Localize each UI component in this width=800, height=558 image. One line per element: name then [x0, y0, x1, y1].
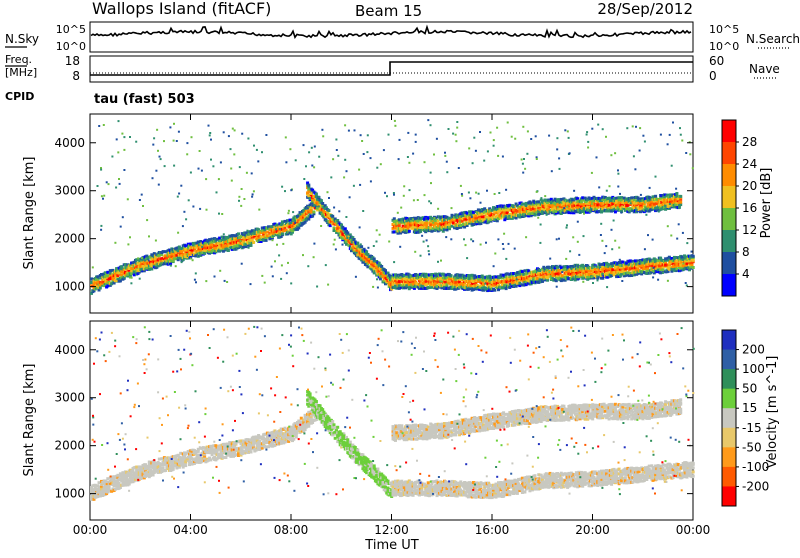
power-colorbar-label: Power [dB] — [759, 168, 774, 239]
power-colorbar-swatch — [722, 208, 736, 231]
power-colorbar-tick-label: 12 — [742, 223, 757, 237]
velocity-colorbar-swatch — [722, 467, 736, 487]
x-tick-label: 00:00 — [73, 523, 108, 537]
velocity-colorbar-tick-label: -15 — [742, 421, 762, 435]
velocity-y-tick-label: 2000 — [54, 439, 85, 453]
velocity-colorbar-tick-label: 100 — [742, 362, 765, 376]
freq-tick-top: 18 — [65, 54, 80, 68]
date-title: 28/Sep/2012 — [597, 0, 693, 18]
power-plot — [90, 114, 695, 313]
power-y-tick-label: 2000 — [54, 232, 85, 246]
n-sky-label: N.Sky — [5, 32, 39, 46]
noise-sky-trace — [91, 27, 691, 37]
x-tick-label: 20:00 — [575, 523, 610, 537]
x-tick-label: 16:00 — [475, 523, 510, 537]
power-colorbar-swatch — [722, 164, 736, 187]
power-colorbar-swatch — [722, 274, 736, 297]
power-colorbar-swatch — [722, 252, 736, 275]
velocity-colorbar-swatch — [722, 428, 736, 448]
power-colorbar-tick-label: 20 — [742, 179, 757, 193]
cpid-label: CPID — [5, 90, 34, 103]
velocity-colorbar-swatch — [722, 330, 736, 350]
velocity-y-tick-label: 3000 — [54, 391, 85, 405]
noise-left-tick-top: 10^5 — [56, 23, 86, 36]
power-colorbar-tick-label: 24 — [742, 157, 757, 171]
x-tick-label: 04:00 — [173, 523, 208, 537]
noise-left-tick-bottom: 10^0 — [56, 40, 86, 53]
power-colorbar: 28 24 20 16 12 8 4 — [722, 120, 757, 297]
velocity-colorbar-tick-label: 200 — [742, 343, 765, 357]
velocity-colorbar-tick-label: 50 — [742, 382, 757, 396]
velocity-colorbar-swatch — [722, 486, 736, 506]
power-y-tick-label: 4000 — [54, 136, 85, 150]
noise-right-tick-bottom: 10^0 — [709, 40, 739, 53]
station-title: Wallops Island (fitACF) — [92, 0, 271, 18]
power-y-tick-label: 3000 — [54, 184, 85, 198]
power-colorbar-tick-label: 4 — [742, 267, 750, 281]
x-axis-label: Time UT — [364, 538, 418, 553]
freq-label-line1: Freq. — [5, 53, 32, 66]
n-search-label: N.Search — [746, 32, 800, 46]
velocity-colorbar-swatch — [722, 350, 736, 370]
noise-panel — [90, 22, 693, 52]
power-colorbar-tick-label: 8 — [742, 245, 750, 259]
velocity-y-axis-label: Slant Range [km] — [22, 364, 37, 477]
x-tick-label: 12:00 — [374, 523, 409, 537]
freq-panel — [90, 56, 693, 82]
nave-tick-bottom: 0 — [709, 69, 717, 83]
freq-tick-bottom: 8 — [72, 69, 80, 83]
velocity-colorbar-swatch — [722, 369, 736, 389]
power-y-axis-label: Slant Range [km] — [22, 157, 37, 270]
power-y-tick-label: 1000 — [54, 280, 85, 294]
velocity-plot — [90, 321, 695, 520]
x-tick-label: 08:00 — [274, 523, 309, 537]
velocity-colorbar-tick-label: -50 — [742, 440, 762, 454]
velocity-colorbar-tick-label: 15 — [742, 401, 757, 415]
velocity-y-tick-label: 1000 — [54, 487, 85, 501]
freq-label-line2: [MHz] — [5, 66, 37, 79]
velocity-colorbar-swatch — [722, 408, 736, 428]
velocity-y-tick-label: 4000 — [54, 343, 85, 357]
velocity-colorbar-tick-label: -200 — [742, 479, 769, 493]
cpid-value: tau (fast) 503 — [94, 92, 195, 107]
beam-title: Beam 15 — [355, 2, 422, 20]
power-colorbar-swatch — [722, 120, 736, 143]
power-colorbar-swatch — [722, 230, 736, 253]
power-colorbar-tick-label: 16 — [742, 201, 757, 215]
velocity-colorbar-swatch — [722, 447, 736, 467]
power-colorbar-swatch — [722, 142, 736, 165]
nave-tick-top: 60 — [709, 54, 724, 68]
velocity-colorbar-label: Velocity [m s^-1] — [765, 356, 780, 469]
power-colorbar-swatch — [722, 186, 736, 209]
power-colorbar-tick-label: 28 — [742, 135, 757, 149]
velocity-colorbar-swatch — [722, 389, 736, 409]
noise-right-tick-top: 10^5 — [709, 23, 739, 36]
nave-label: Nave — [749, 62, 780, 76]
x-tick-label: 00:00 — [676, 523, 711, 537]
